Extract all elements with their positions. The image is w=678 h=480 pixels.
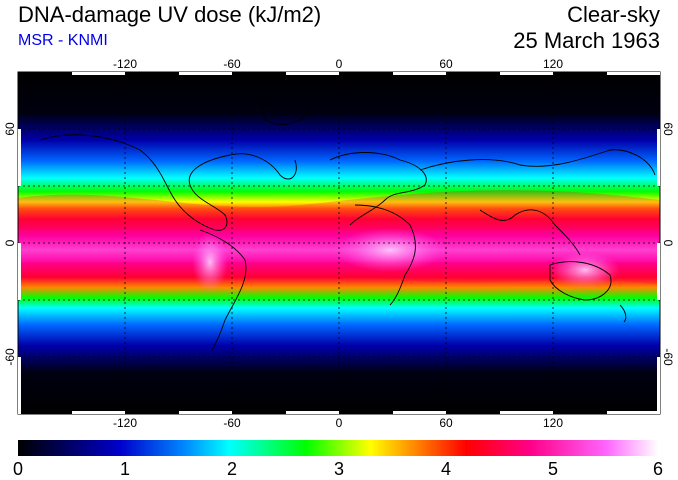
hotspot-africa xyxy=(335,228,445,272)
lon-tick-top: 60 xyxy=(439,57,453,71)
map-title: DNA-damage UV dose (kJ/m2) xyxy=(18,2,322,27)
lon-tick-top: 120 xyxy=(543,57,563,71)
colorbar-tick-label: 6 xyxy=(653,459,663,479)
lon-tick-top: -120 xyxy=(113,57,137,71)
hotspot-andes xyxy=(192,232,228,292)
hotspot-australia xyxy=(550,252,620,288)
colorbar-tick-label: 5 xyxy=(548,459,558,479)
lon-tick-top: -60 xyxy=(223,57,241,71)
coastlines xyxy=(39,97,656,351)
lon-tick-top: 0 xyxy=(336,57,343,71)
colorbar xyxy=(18,440,658,456)
lat-tick-left: 60 xyxy=(3,122,17,136)
lon-tick-bottom: 60 xyxy=(439,416,453,430)
date-label: 25 March 1963 xyxy=(513,28,660,53)
lat-tick-left: 0 xyxy=(3,239,17,246)
lat-tick-right: -60 xyxy=(661,348,675,366)
colorbar-tick-label: 4 xyxy=(441,459,451,479)
lat-tick-left: -60 xyxy=(3,348,17,366)
colorbar-tick-label: 1 xyxy=(120,459,130,479)
source-label: MSR - KNMI xyxy=(18,32,108,49)
lon-tick-bottom: -120 xyxy=(113,416,137,430)
lat-tick-right: 60 xyxy=(661,122,675,136)
colorbar-tick-label: 0 xyxy=(13,459,23,479)
gridlines xyxy=(18,72,660,414)
frame-segments xyxy=(18,72,660,414)
colorbar-tick-label: 2 xyxy=(227,459,237,479)
lon-tick-bottom: -60 xyxy=(223,416,241,430)
colorbar-tick-label: 3 xyxy=(334,459,344,479)
lat-tick-right: 0 xyxy=(661,240,675,247)
lon-tick-bottom: 0 xyxy=(336,416,343,430)
lon-tick-bottom: 120 xyxy=(543,416,563,430)
sky-condition-label: Clear-sky xyxy=(567,2,660,27)
